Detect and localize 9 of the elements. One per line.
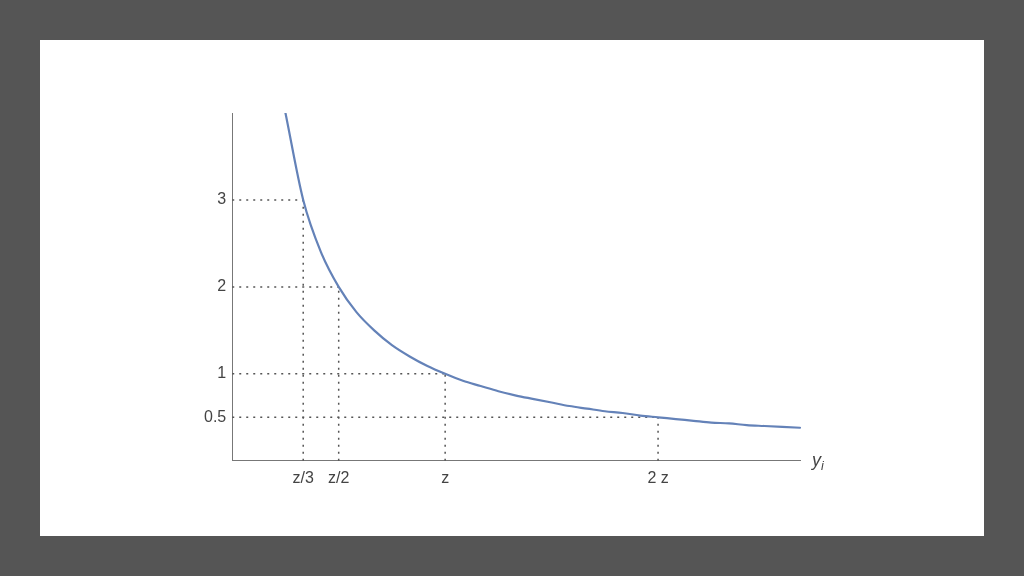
x-tick-label: 2 z — [647, 468, 669, 486]
y-tick-label: 2 — [217, 277, 227, 295]
y-tick-label: 0.5 — [203, 407, 227, 425]
y-tick-label: 1 — [217, 364, 227, 382]
line-series — [284, 113, 802, 429]
x-tick-label: z/3 — [292, 468, 314, 486]
x-tick-label: z/2 — [328, 468, 350, 486]
x-tick-label: z — [441, 468, 450, 486]
y-tick-label: 3 — [217, 190, 227, 208]
